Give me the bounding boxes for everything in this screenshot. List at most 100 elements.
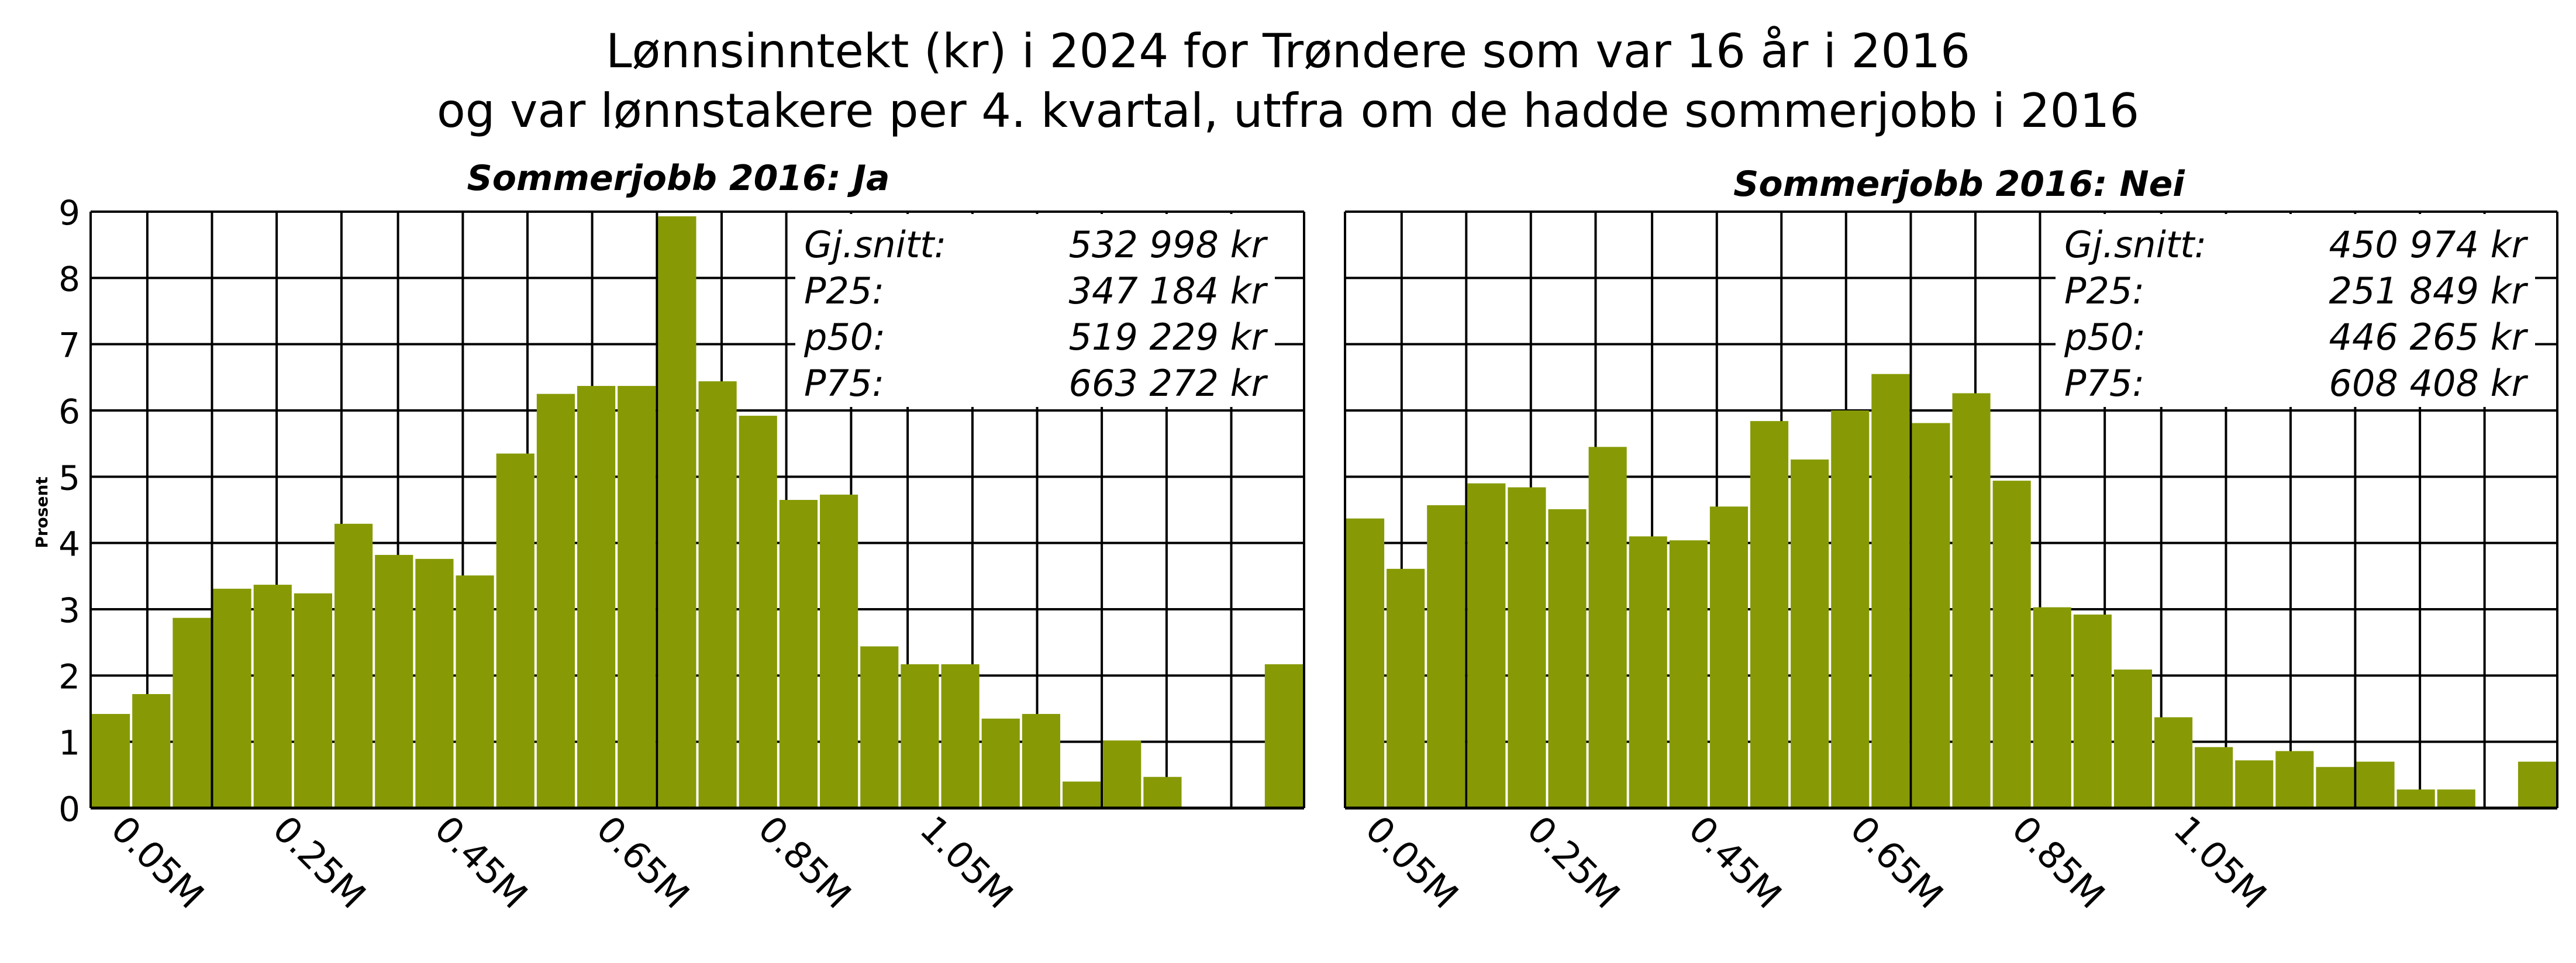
stat-value: 608 408 kr: [2329, 362, 2527, 405]
bar: [213, 588, 251, 808]
bar: [2356, 761, 2395, 808]
y-tick-label: 7: [58, 326, 80, 365]
bar: [2113, 669, 2152, 808]
bar: [1346, 518, 1385, 808]
bar: [1791, 459, 1829, 808]
bar: [1831, 410, 1870, 808]
bar: [1103, 740, 1142, 808]
stat-value: 446 265 kr: [2329, 316, 2527, 358]
stat-value: 251 849 kr: [2329, 270, 2527, 312]
bar: [536, 394, 575, 808]
stat-row-p25: P25: 347 184 kr: [804, 273, 1266, 319]
stat-label: P25:: [804, 270, 885, 312]
stat-label: Gj.snitt:: [804, 223, 947, 266]
stats-box: Gj.snitt: 532 998 kr P25: 347 184 kr p50…: [804, 227, 1266, 412]
bar: [2518, 761, 2556, 808]
panel-title: Sommerjobb 2016: Nei: [1733, 164, 2185, 205]
x-tick-label: 0.45M: [1681, 807, 1790, 917]
stat-value: 532 998 kr: [1068, 223, 1267, 266]
bar: [253, 585, 292, 808]
stat-label: p50:: [2064, 316, 2146, 358]
x-tick-label: 0.85M: [2003, 807, 2113, 917]
bar: [1143, 776, 1182, 808]
bar: [1548, 509, 1587, 808]
chart-title-line-2: og var lønnstakere per 4. kvartal, utfra…: [436, 84, 2140, 138]
bar: [1669, 540, 1708, 808]
bar: [1709, 506, 1748, 808]
stat-label: P25:: [2064, 270, 2145, 312]
y-tick-label: 3: [58, 591, 80, 630]
bar: [820, 494, 858, 808]
bar: [2437, 789, 2475, 808]
bar: [415, 558, 454, 808]
bar: [618, 386, 656, 808]
bar: [2195, 747, 2233, 808]
y-tick-label: 0: [58, 789, 80, 829]
bar: [92, 714, 130, 808]
stat-row-p25: P25: 251 849 kr: [2064, 273, 2526, 319]
bar: [496, 453, 534, 808]
stat-label: P75:: [804, 362, 885, 405]
bar: [2396, 789, 2435, 808]
bar: [2033, 607, 2071, 808]
stat-row-p75: P75: 608 408 kr: [2064, 365, 2526, 412]
bar: [941, 664, 980, 808]
bar: [2073, 615, 2112, 808]
bar: [860, 646, 899, 808]
stat-row-p50: p50: 446 265 kr: [2064, 319, 2526, 365]
bar: [294, 593, 332, 808]
bar: [456, 575, 494, 808]
bar: [2235, 760, 2274, 808]
bar: [1750, 421, 1789, 808]
bar: [173, 617, 211, 808]
stat-label: p50:: [804, 316, 886, 358]
chart-title-line-1: Lønnsinntekt (kr) i 2024 for Trøndere so…: [605, 24, 1971, 78]
bar: [577, 386, 616, 808]
y-tick-label: 5: [58, 458, 80, 498]
y-tick-label: 8: [58, 259, 80, 299]
bar: [1508, 487, 1546, 808]
stat-label: P75:: [2064, 362, 2145, 405]
bar: [739, 416, 777, 808]
bar: [132, 694, 171, 808]
stats-box: Gj.snitt: 450 974 kr P25: 251 849 kr p50…: [2064, 227, 2526, 412]
stat-row-p50: p50: 519 229 kr: [804, 319, 1266, 365]
bar: [1952, 393, 1991, 808]
bar: [698, 381, 737, 808]
bar: [2154, 717, 2193, 808]
bar: [981, 719, 1020, 808]
bar: [1264, 664, 1303, 808]
bar: [1467, 483, 1506, 808]
stat-row-mean: Gj.snitt: 532 998 kr: [804, 227, 1266, 273]
x-tick-label: 0.25M: [1519, 807, 1628, 917]
stat-label: Gj.snitt:: [2064, 223, 2207, 266]
bar: [901, 664, 939, 808]
bar: [1629, 536, 1667, 808]
stat-value: 347 184 kr: [1068, 270, 1267, 312]
y-tick-label: 6: [58, 392, 80, 432]
bar: [1871, 374, 1910, 808]
stats-background: [2056, 214, 2535, 407]
y-tick-label: 9: [58, 193, 80, 233]
x-tick-label: 1.05M: [2165, 807, 2275, 917]
bar: [1427, 505, 1465, 808]
stat-value: 450 974 kr: [2329, 223, 2527, 266]
bar: [2316, 767, 2354, 808]
bar: [334, 523, 373, 808]
bar: [658, 216, 696, 808]
x-tick-label: 0.65M: [1842, 807, 1951, 917]
y-tick-label: 4: [58, 524, 80, 564]
bar: [1992, 481, 2031, 808]
bar: [1588, 447, 1627, 808]
bar: [1063, 781, 1101, 808]
panel-title: Sommerjobb 2016: Ja: [467, 158, 890, 199]
bar: [779, 500, 818, 808]
y-tick-label: 1: [58, 723, 80, 763]
bar: [1912, 423, 1950, 808]
stat-row-mean: Gj.snitt: 450 974 kr: [2064, 227, 2526, 273]
